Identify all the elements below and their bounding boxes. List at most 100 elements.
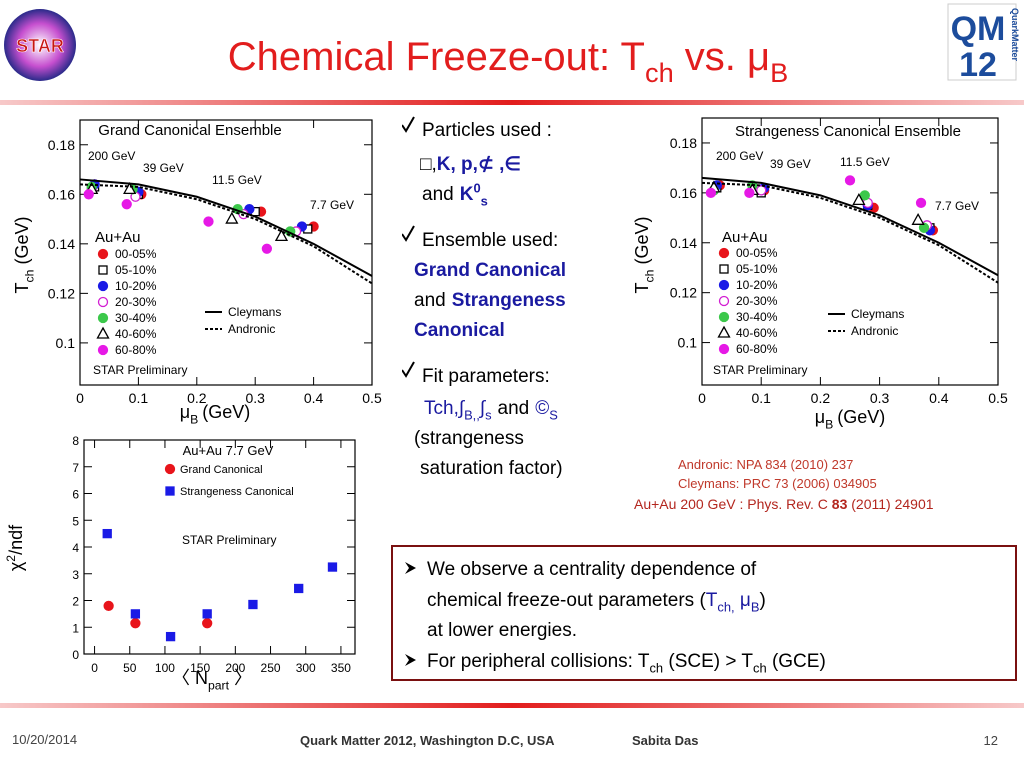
annotation: 39 GeV bbox=[143, 161, 184, 175]
x-tick-label: 0.1 bbox=[751, 390, 771, 406]
marker bbox=[718, 247, 730, 259]
marker bbox=[97, 280, 109, 292]
legend-label: 20-30% bbox=[736, 294, 778, 308]
bullet: Fit parameters: bbox=[422, 366, 550, 387]
text-part: ch bbox=[642, 269, 656, 282]
x-tick-label: 0 bbox=[76, 390, 84, 406]
x-tick-label: 0 bbox=[91, 661, 98, 675]
ensemble-sc2: Canonical bbox=[414, 320, 505, 341]
legend-label: 40-60% bbox=[736, 326, 778, 340]
text-part: S bbox=[549, 408, 558, 423]
marker bbox=[718, 343, 730, 355]
text-part: B,, bbox=[464, 408, 480, 423]
y-tick-label: 1 bbox=[72, 621, 79, 635]
conclusion: at lower energies. bbox=[427, 620, 577, 641]
marker bbox=[202, 609, 212, 619]
text-part: ∈ bbox=[504, 154, 521, 175]
ensemble-sc: and Strangeness bbox=[414, 290, 566, 311]
legend-label: Cleymans bbox=[851, 307, 904, 321]
text-part: 2 bbox=[4, 555, 18, 562]
legend-label: Grand Canonical bbox=[180, 464, 263, 476]
text-part: For peripheral collisions: T bbox=[427, 651, 650, 672]
y-tick-label: 2 bbox=[72, 595, 79, 609]
marker bbox=[98, 265, 108, 275]
text-part: ch bbox=[753, 661, 767, 676]
marker bbox=[327, 562, 338, 572]
text-part: B bbox=[190, 412, 198, 426]
text-part: B bbox=[825, 417, 833, 431]
x-tick-label: 200 bbox=[225, 661, 245, 675]
text-part: T bbox=[424, 398, 436, 419]
text-part: 〈 N bbox=[172, 668, 208, 688]
y-tick-label: 0.1 bbox=[56, 335, 76, 351]
chart-panel bbox=[60, 430, 376, 690]
marker bbox=[915, 197, 927, 208]
marker bbox=[911, 212, 925, 225]
text-part: T bbox=[632, 282, 652, 293]
marker bbox=[96, 326, 110, 339]
x-tick-label: 0.2 bbox=[811, 390, 831, 406]
text-part: ch bbox=[22, 269, 36, 282]
marker bbox=[130, 609, 141, 619]
legend-label: 00-05% bbox=[736, 246, 778, 260]
check-icon bbox=[401, 116, 415, 133]
text-part: We observe a centrality dependence of bbox=[427, 559, 757, 580]
marker bbox=[225, 211, 239, 224]
x-tick-label: 300 bbox=[296, 661, 316, 675]
x-tick-label: 0.3 bbox=[245, 390, 265, 406]
text-part: K, p, bbox=[437, 154, 478, 175]
ensemble-gc: Grand Canonical bbox=[414, 260, 566, 281]
text-part: □, bbox=[420, 154, 437, 175]
legend-label: 60-80% bbox=[115, 343, 157, 357]
marker bbox=[717, 325, 731, 338]
text-part: Grand Canonical bbox=[414, 260, 566, 281]
particle-k0: and K0s bbox=[422, 180, 488, 208]
marker bbox=[705, 187, 717, 199]
text-part: μ bbox=[735, 590, 751, 611]
slide-title: Chemical Freeze-out: Tch vs. μB bbox=[228, 35, 788, 88]
text-part: and bbox=[422, 184, 454, 205]
text-part: 0 bbox=[473, 180, 480, 195]
text-part: Canonical bbox=[414, 320, 505, 341]
y-tick-label: 0 bbox=[72, 648, 79, 662]
x-tick-label: 50 bbox=[123, 661, 137, 675]
text-part: ⊄ , bbox=[478, 154, 504, 175]
text-part: s bbox=[485, 408, 491, 423]
y-axis-label: Tch (GeV) bbox=[632, 217, 656, 294]
text-part: (GeV) bbox=[837, 407, 885, 427]
text-part: (strangeness bbox=[414, 428, 524, 449]
text-part: ch, bbox=[717, 600, 734, 615]
text-part: Particles used : bbox=[422, 120, 552, 141]
x-tick-label: 0.5 bbox=[988, 390, 1008, 406]
marker bbox=[102, 528, 112, 539]
x-tick-label: 100 bbox=[155, 661, 175, 675]
chart-panel bbox=[660, 108, 1016, 448]
star-logo-text: STAR bbox=[16, 36, 64, 56]
particle-list: □,K, p,⊄ ,∈ bbox=[420, 154, 521, 175]
text-part: Strangeness bbox=[452, 290, 566, 311]
legend-label: 05-10% bbox=[736, 262, 778, 276]
text-part: (SCE) > T bbox=[663, 651, 753, 672]
annotation: 11.5 GeV bbox=[840, 155, 890, 169]
marker bbox=[844, 175, 856, 186]
marker bbox=[97, 344, 109, 356]
text-part: (GCE) bbox=[767, 651, 826, 672]
text-part: ch, bbox=[434, 398, 459, 419]
text-part: Ensemble used: bbox=[422, 230, 558, 251]
x-tick-label: 350 bbox=[331, 661, 351, 675]
marker bbox=[97, 248, 109, 260]
marker bbox=[123, 181, 137, 194]
text-part: μ bbox=[815, 407, 825, 427]
footer-author: Sabita Das bbox=[632, 733, 698, 748]
plot-frame bbox=[79, 119, 373, 386]
fit-curve bbox=[79, 183, 373, 285]
x-axis-label: μB (GeV) bbox=[180, 402, 251, 426]
y-tick-label: 4 bbox=[72, 541, 79, 555]
text-part: (GeV) bbox=[632, 217, 652, 265]
marker bbox=[718, 311, 730, 323]
marker bbox=[203, 216, 214, 227]
title-rule bbox=[0, 100, 1024, 105]
legend-label: 00-05% bbox=[115, 247, 157, 261]
bullet: Ensemble used: bbox=[422, 230, 558, 251]
marker bbox=[165, 486, 175, 496]
